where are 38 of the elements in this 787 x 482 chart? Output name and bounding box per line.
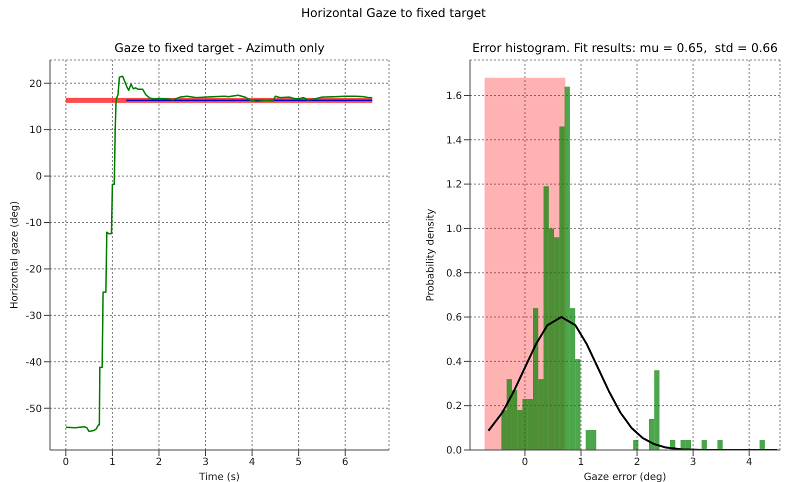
y-tick-label: 1.4 xyxy=(446,135,462,146)
y-axis-title: Probability density xyxy=(426,208,437,302)
y-tick-label: 0.4 xyxy=(446,356,462,368)
x-tick-label: 2 xyxy=(634,457,640,468)
x-tick-label: 1 xyxy=(109,457,116,468)
line-series xyxy=(65,76,373,432)
x-axis-title: Gaze error (deg) xyxy=(584,472,666,482)
y-tick-label: -20 xyxy=(26,264,42,276)
x-tick-label: 3 xyxy=(202,457,209,468)
text: Horizontal Gaze to fixed target xyxy=(300,6,487,20)
y-tick-label: 20 xyxy=(29,78,42,90)
y-tick-label: 0.2 xyxy=(446,401,462,412)
x-tick-label: 0 xyxy=(62,457,70,468)
chart-title: Gaze to fixed target - Azimuth only xyxy=(113,41,326,55)
y-tick-label: 10 xyxy=(29,125,42,136)
x-tick-label: 1 xyxy=(578,457,584,468)
x-tick-label: 4 xyxy=(248,457,256,468)
x-tick-label: 2 xyxy=(156,457,162,468)
y-tick-label: 0.6 xyxy=(446,312,462,324)
chart-title: Error histogram. Fit results: mu = 0.65, std = 0.66 xyxy=(471,41,779,55)
y-tick-label: -30 xyxy=(26,310,42,322)
y-tick-label: 0.0 xyxy=(446,446,462,457)
y-tick-label: -10 xyxy=(26,218,42,230)
x-axis-title: Time (s) xyxy=(198,472,240,482)
y-tick-label: 1.0 xyxy=(446,224,462,235)
y-tick-label: 0.8 xyxy=(446,268,462,280)
y-tick-label: 1.6 xyxy=(446,91,462,102)
x-tick-label: 5 xyxy=(295,457,302,468)
y-tick-label: -50 xyxy=(26,404,42,415)
x-tick-label: 0 xyxy=(522,457,528,468)
y-tick-label: 0 xyxy=(36,172,42,183)
x-tick-label: 3 xyxy=(690,457,696,468)
x-tick-label: 6 xyxy=(342,457,348,468)
y-axis-title: Horizontal gaze (deg) xyxy=(10,200,21,309)
y-tick-label: 1.2 xyxy=(446,180,462,191)
x-tick-label: 4 xyxy=(746,457,752,468)
y-tick-label: -40 xyxy=(26,357,42,368)
line-series xyxy=(488,316,778,450)
